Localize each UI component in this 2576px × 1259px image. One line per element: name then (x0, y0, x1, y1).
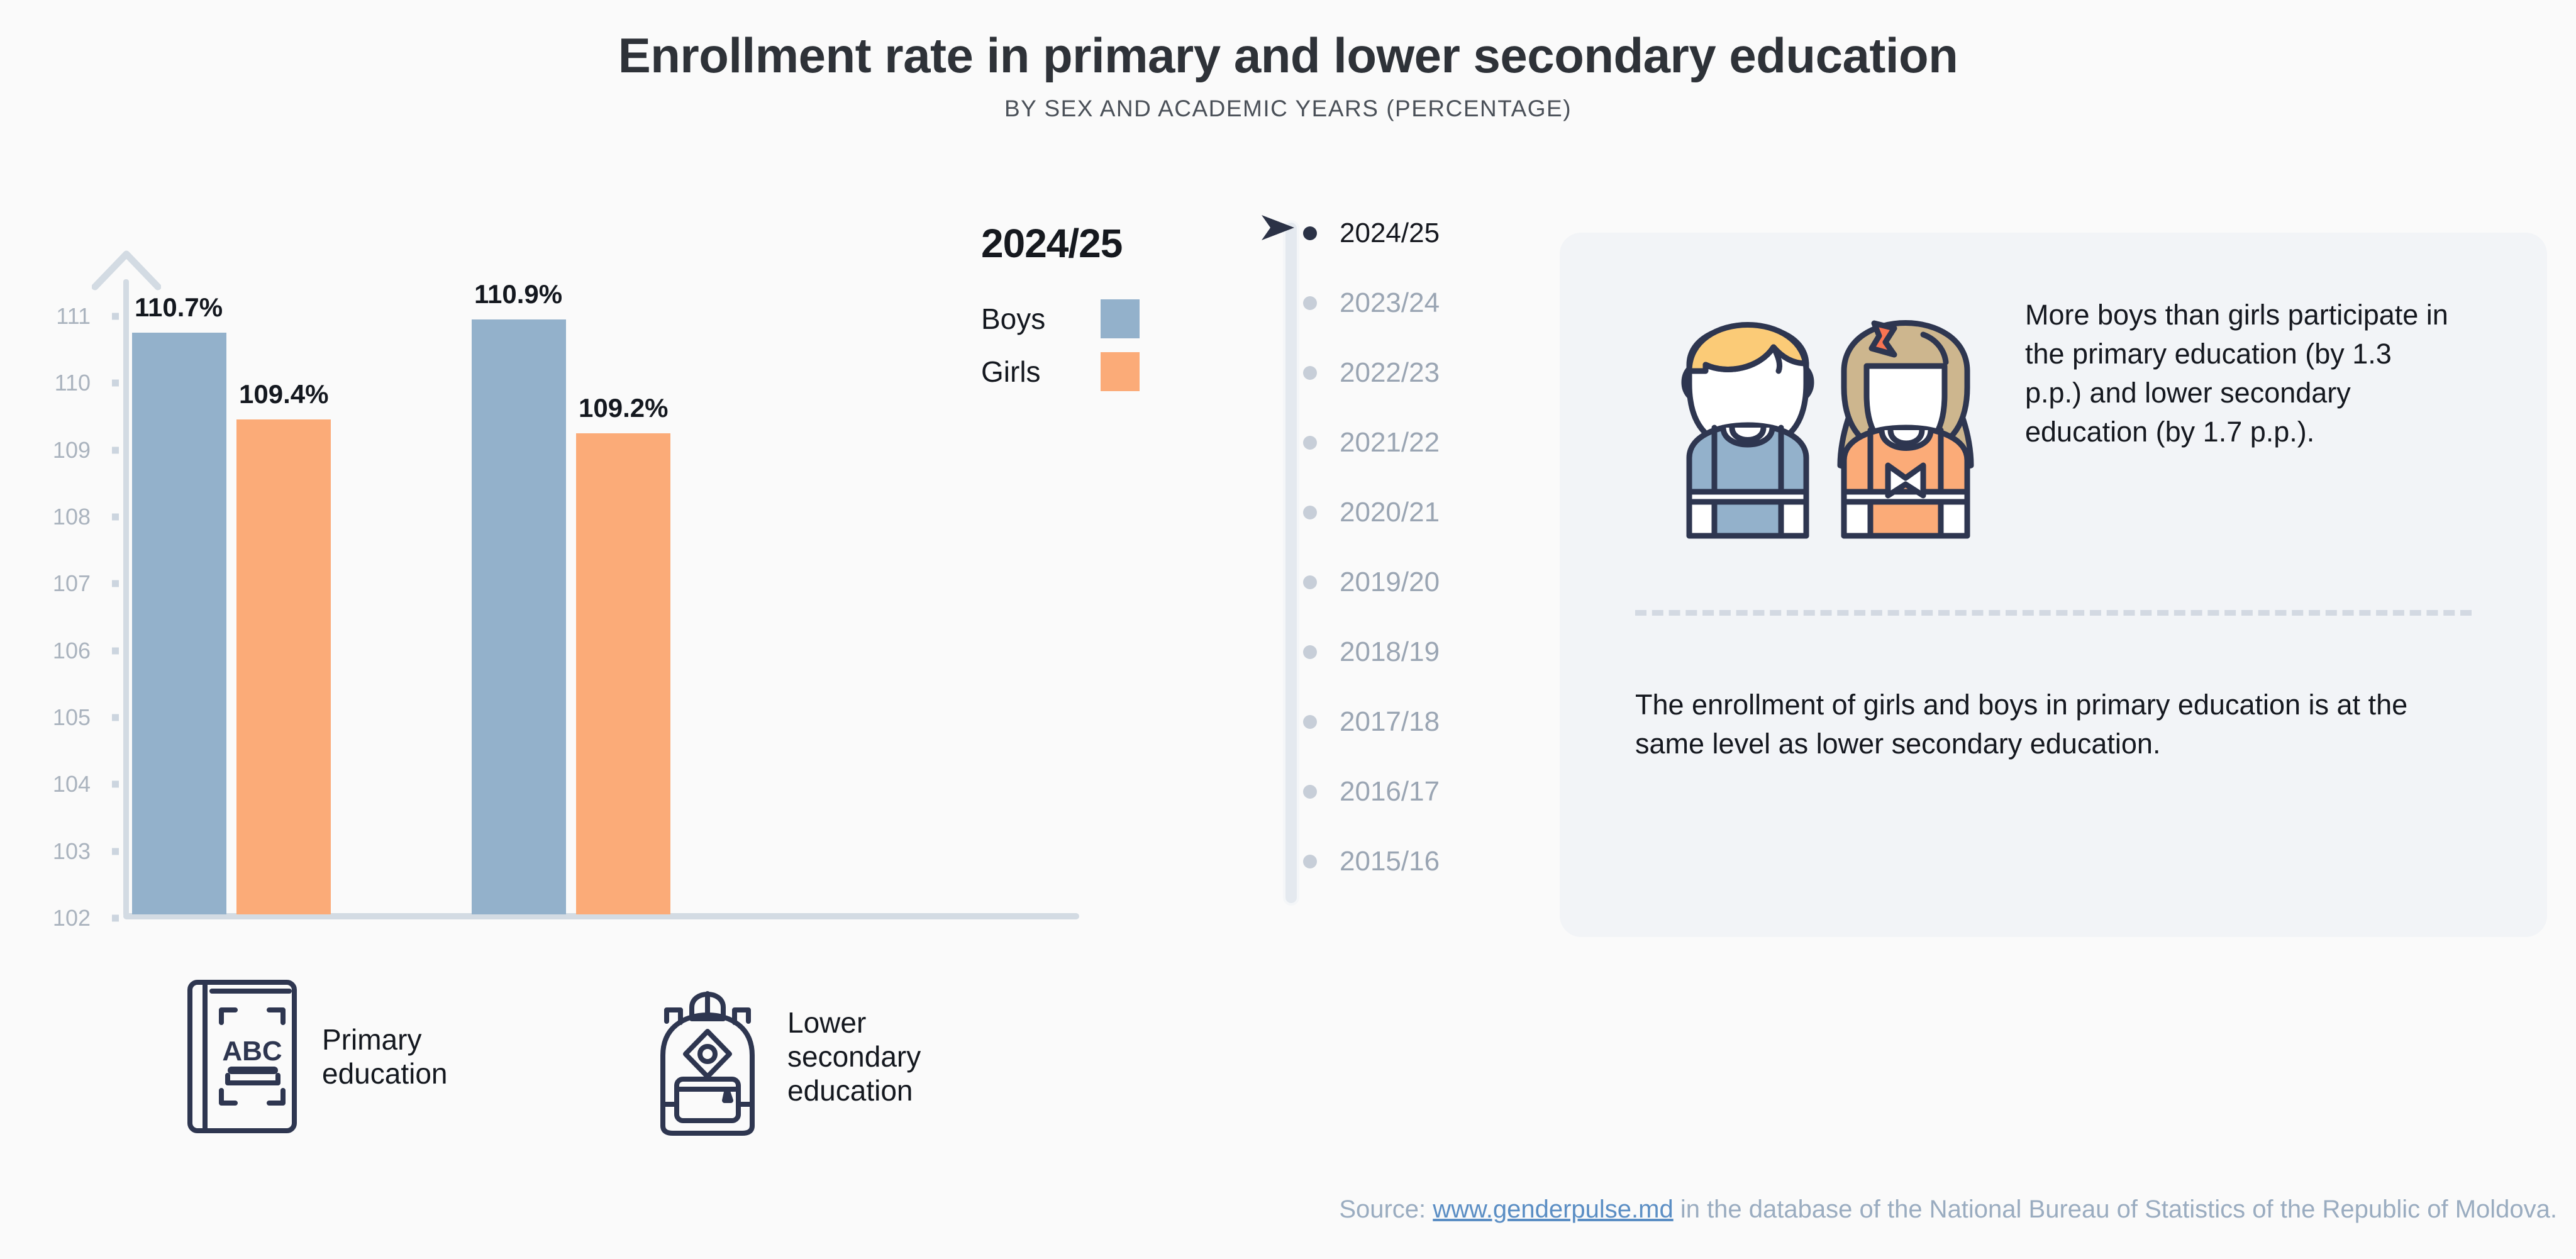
bar-chart: 111 110 109 108 107 106 105 104 103 102 110.7% 109… (38, 214, 1195, 1136)
year-option-label: 2016/17 (1340, 776, 1440, 807)
bar-girls-0[interactable] (236, 419, 331, 914)
y-axis-arrow-icon (92, 250, 161, 291)
year-option-2022-23[interactable]: 2022/23 (1303, 357, 1517, 388)
y-axis-tick-mark (112, 446, 119, 454)
legend-label-girls: Girls (981, 355, 1041, 388)
bar-value-label: 110.7% (135, 292, 223, 323)
y-axis-tick-label: 109 (52, 436, 91, 463)
footer-suffix: in the database of the National Bureau o… (1673, 1195, 2557, 1223)
y-axis-tick-label: 106 (52, 637, 91, 663)
year-option-label: 2024/25 (1340, 218, 1440, 248)
info-panel-divider (1635, 610, 2472, 616)
year-option-dot (1303, 436, 1317, 450)
year-option-dot (1303, 226, 1317, 240)
year-option-label: 2017/18 (1340, 706, 1440, 737)
year-scrollbar-track[interactable] (1283, 220, 1299, 906)
year-option-label: 2019/20 (1340, 567, 1440, 597)
chart-plot-area: 110.7% 109.4% 110.9% 109.2% (132, 279, 1075, 914)
y-axis-line (123, 279, 129, 917)
y-axis-tick-label: 103 (52, 838, 91, 864)
category-lower-secondary-education[interactable]: Lower secondary education (648, 975, 970, 1138)
year-option-label: 2015/16 (1340, 846, 1440, 877)
info-note-text: The enrollment of girls and boys in prim… (1635, 689, 2408, 760)
year-option-dot (1303, 506, 1317, 519)
page-header: Enrollment rate in primary and lower sec… (0, 0, 2576, 122)
year-option-dot (1303, 855, 1317, 868)
bar-boys-1[interactable] (472, 319, 566, 914)
year-option-label: 2023/24 (1340, 287, 1440, 318)
legend-selected-year: 2024/25 (981, 221, 1123, 266)
y-axis-tick-mark (112, 513, 119, 521)
source-footer: Source: www.genderpulse.md in the databa… (0, 1195, 2576, 1224)
legend-label-boys: Boys (981, 302, 1046, 335)
bar-boys-0[interactable] (132, 333, 226, 914)
year-option-2023-24[interactable]: 2023/24 (1303, 287, 1517, 318)
category-primary-education[interactable]: ABC Primary education (182, 975, 504, 1138)
backpack-icon (660, 991, 755, 1136)
y-axis-tick-mark (112, 580, 119, 587)
year-option-dot (1303, 645, 1317, 659)
svg-text:ABC: ABC (222, 1036, 282, 1067)
year-option-label: 2021/22 (1340, 427, 1440, 458)
y-axis-tick-label: 108 (52, 504, 91, 530)
y-axis-tick-mark (112, 379, 119, 387)
bar-value-label: 109.4% (239, 379, 329, 409)
main-content: 111 110 109 108 107 106 105 104 103 102 110.7% 109… (0, 214, 2576, 1145)
info-highlight-text: More boys than girls participate in the … (2025, 299, 2448, 448)
y-axis-tick-mark (112, 848, 119, 855)
category-label-primary: Primary education (322, 1023, 448, 1090)
bar-value-label: 109.2% (579, 392, 669, 423)
year-option-2021-22[interactable]: 2021/22 (1303, 427, 1517, 458)
year-pointer-arrow-icon (1262, 215, 1294, 240)
abc-book-icon: ABC (187, 980, 297, 1133)
year-option-2016-17[interactable]: 2016/17 (1303, 776, 1517, 807)
y-axis-tick-mark (112, 647, 119, 655)
year-option-2018-19[interactable]: 2018/19 (1303, 636, 1517, 667)
y-axis-tick-label: 102 (52, 905, 91, 931)
year-option-2015-16[interactable]: 2015/16 (1303, 846, 1517, 877)
year-option-dot (1303, 366, 1317, 380)
year-selector[interactable]: 2024/25 2023/24 2022/23 2021/22 2020/21 2019/… (1262, 214, 1517, 924)
legend-item-girls[interactable]: Girls (981, 352, 1170, 391)
info-panel: More boys than girls participate in the … (1560, 233, 2547, 937)
info-panel-top: More boys than girls participate in the … (1560, 277, 2547, 541)
y-axis-tick-label: 107 (52, 570, 91, 597)
y-axis-tick-label: 110 (54, 370, 91, 396)
bar-girls-1[interactable] (576, 433, 670, 914)
legend-swatch-girls (1101, 352, 1140, 391)
chart-legend: 2024/25 Boys Girls (981, 220, 1189, 405)
y-axis-tick-mark (112, 914, 119, 922)
page-title: Enrollment rate in primary and lower sec… (618, 28, 1958, 83)
footer-source-link[interactable]: www.genderpulse.md (1433, 1195, 1674, 1223)
year-option-label: 2020/21 (1340, 497, 1440, 528)
y-axis-tick-label: 111 (56, 303, 91, 330)
y-axis-tick-mark (112, 714, 119, 721)
y-axis-tick-label: 104 (52, 771, 91, 797)
page-subtitle: BY SEX AND ACADEMIC YEARS (PERCENTAGE) (1004, 95, 1572, 121)
x-axis-baseline (123, 913, 1079, 919)
y-axis-tick-labels: 111 110 109 108 107 106 105 104 103 102 (38, 283, 119, 931)
year-option-2019-20[interactable]: 2019/20 (1303, 567, 1517, 597)
category-label-lower-secondary: Lower secondary education (787, 1006, 921, 1107)
year-option-2017-18[interactable]: 2017/18 (1303, 706, 1517, 737)
y-axis-tick-mark (112, 313, 119, 320)
legend-swatch-boys (1101, 299, 1140, 338)
year-option-dot (1303, 575, 1317, 589)
year-option-dot (1303, 715, 1317, 729)
y-axis-tick-label: 105 (52, 704, 91, 731)
bar-value-label: 110.9% (474, 279, 563, 309)
boy-and-girl-icon (1681, 320, 1974, 539)
year-option-label: 2018/19 (1340, 636, 1440, 667)
year-option-2020-21[interactable]: 2020/21 (1303, 497, 1517, 528)
year-option-2024-25[interactable]: 2024/25 (1303, 218, 1517, 248)
year-option-dot (1303, 296, 1317, 310)
y-axis-tick-mark (112, 780, 119, 788)
category-icon-row: ABC Primary education (182, 975, 1189, 1163)
year-option-dot (1303, 785, 1317, 799)
footer-prefix: Source: (1339, 1195, 1433, 1223)
legend-item-boys[interactable]: Boys (981, 299, 1170, 338)
year-option-label: 2022/23 (1340, 357, 1440, 388)
